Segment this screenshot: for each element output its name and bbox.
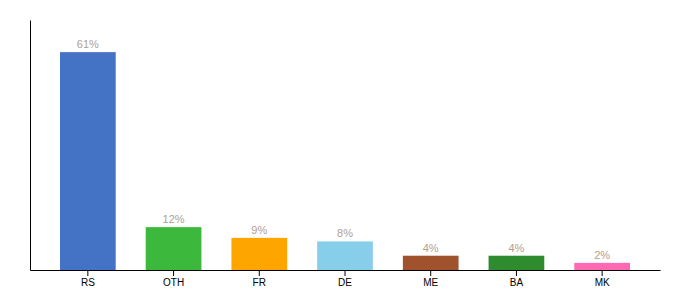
- x-tick-label: BA: [510, 277, 524, 288]
- x-tick-label: ME: [423, 277, 438, 288]
- data-label: 4%: [508, 242, 524, 254]
- x-tick-mark: [602, 270, 603, 276]
- bar: [403, 256, 459, 270]
- chart-container: RS OTH FR DE ME BA MK 61% 12% 9% 8% 4% 4% 2%: [0, 0, 680, 300]
- data-label: 61%: [77, 38, 99, 50]
- data-labels: 61% 12% 9% 8% 4% 4% 2%: [77, 38, 610, 261]
- x-tick-mark: [259, 270, 260, 276]
- x-tick: MK: [595, 270, 610, 288]
- bar: [146, 227, 202, 270]
- x-tick-label: DE: [338, 277, 352, 288]
- x-tick: ME: [423, 270, 438, 288]
- x-tick-label: OTH: [163, 277, 184, 288]
- x-tick: OTH: [163, 270, 184, 288]
- x-tick-mark: [516, 270, 517, 276]
- x-tick-mark: [345, 270, 346, 276]
- x-axis: RS OTH FR DE ME BA MK: [31, 270, 661, 288]
- bar: [574, 263, 630, 270]
- data-label: 4%: [423, 242, 439, 254]
- data-label: 12%: [163, 213, 185, 225]
- x-tick-label: RS: [81, 277, 95, 288]
- bar: [231, 238, 287, 270]
- bar: [60, 52, 116, 270]
- x-tick-label: FR: [253, 277, 266, 288]
- x-tick-mark: [173, 270, 174, 276]
- bars: [60, 52, 630, 270]
- x-tick: BA: [510, 270, 524, 288]
- x-tick-mark: [430, 270, 431, 276]
- data-label: 8%: [337, 227, 353, 239]
- chart-svg: RS OTH FR DE ME BA MK 61% 12% 9% 8% 4% 4% 2%: [0, 0, 680, 300]
- x-tick-label: MK: [595, 277, 610, 288]
- bar: [317, 241, 373, 270]
- plot: RS OTH FR DE ME BA MK 61% 12% 9% 8% 4% 4% 2%: [31, 21, 661, 289]
- data-label: 2%: [594, 249, 610, 261]
- x-tick-mark: [87, 270, 88, 276]
- bar: [489, 256, 545, 270]
- x-tick: DE: [338, 270, 352, 288]
- data-label: 9%: [251, 224, 267, 236]
- x-tick: FR: [253, 270, 266, 288]
- x-tick: RS: [81, 270, 95, 288]
- y-axis-line: [30, 21, 31, 271]
- y-axis: [30, 21, 31, 271]
